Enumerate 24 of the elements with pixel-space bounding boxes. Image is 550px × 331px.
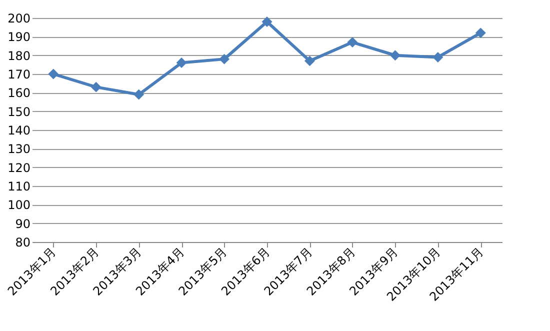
y-tick-label: 130 — [8, 142, 30, 156]
point — [432, 52, 444, 62]
y-tick-label: 100 — [8, 198, 30, 212]
point — [176, 58, 187, 68]
point — [262, 16, 272, 27]
point — [304, 56, 315, 66]
y-tick-label: 120 — [8, 160, 30, 175]
point — [475, 28, 486, 38]
point — [48, 68, 59, 80]
point — [219, 54, 230, 64]
y-tick-label: 80 — [15, 236, 30, 250]
point — [347, 37, 358, 48]
y-tick-label: 140 — [8, 124, 30, 138]
point — [134, 89, 144, 100]
y-tick-label: 190 — [8, 30, 30, 44]
y-tick-label: 170 — [8, 68, 30, 82]
point — [390, 50, 400, 61]
y-tick-label: 160 — [8, 86, 30, 100]
y-tick-label: 90 — [15, 216, 30, 231]
y-tick-label: 150 — [8, 104, 30, 119]
y-tick-label: 200 — [8, 12, 30, 26]
y-tick-label: 110 — [8, 180, 30, 194]
point — [90, 82, 102, 92]
y-tick-label: 180 — [8, 48, 30, 63]
